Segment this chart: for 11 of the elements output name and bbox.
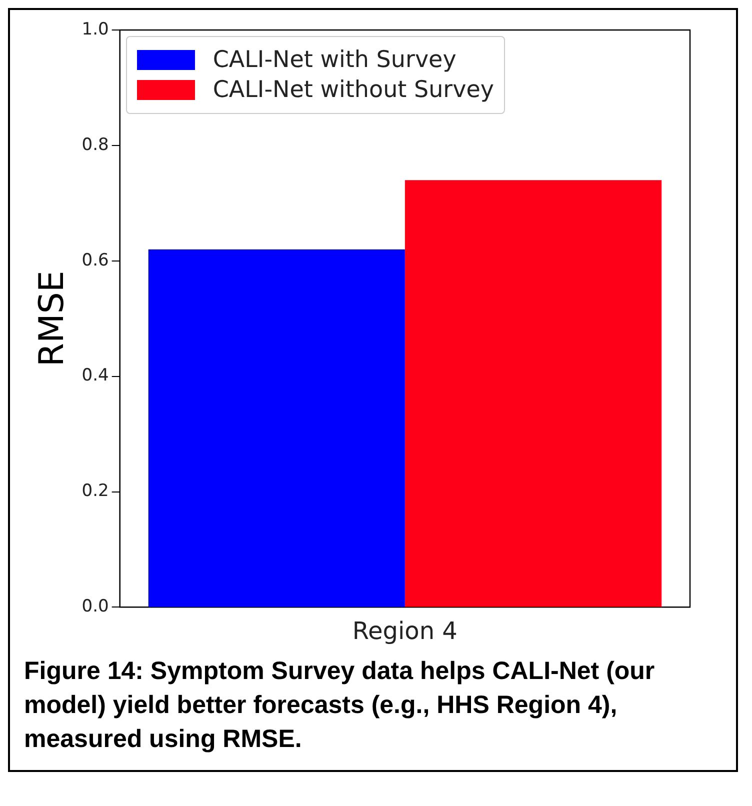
y-tick-label: 0.4	[82, 366, 109, 386]
y-tick-label: 0.6	[82, 250, 109, 270]
legend-label: CALI-Net without Survey	[212, 77, 494, 103]
y-axis-title: RMSE	[32, 270, 72, 367]
y-tick-label: 0.2	[82, 481, 109, 502]
y-tick-label: 1.0	[82, 19, 109, 40]
caption: Figure 14: Symptom Survey data helps CALI-Net (our model) yield better forecasts (e.g., HHS Region 4), measured using RMSE.	[23, 656, 656, 755]
x-tick-label: Region 4	[352, 616, 458, 645]
y-tick-label: 0.0	[82, 596, 109, 617]
legend-label: CALI-Net with Survey	[212, 47, 456, 73]
y-tick-label: 0.8	[82, 134, 109, 155]
